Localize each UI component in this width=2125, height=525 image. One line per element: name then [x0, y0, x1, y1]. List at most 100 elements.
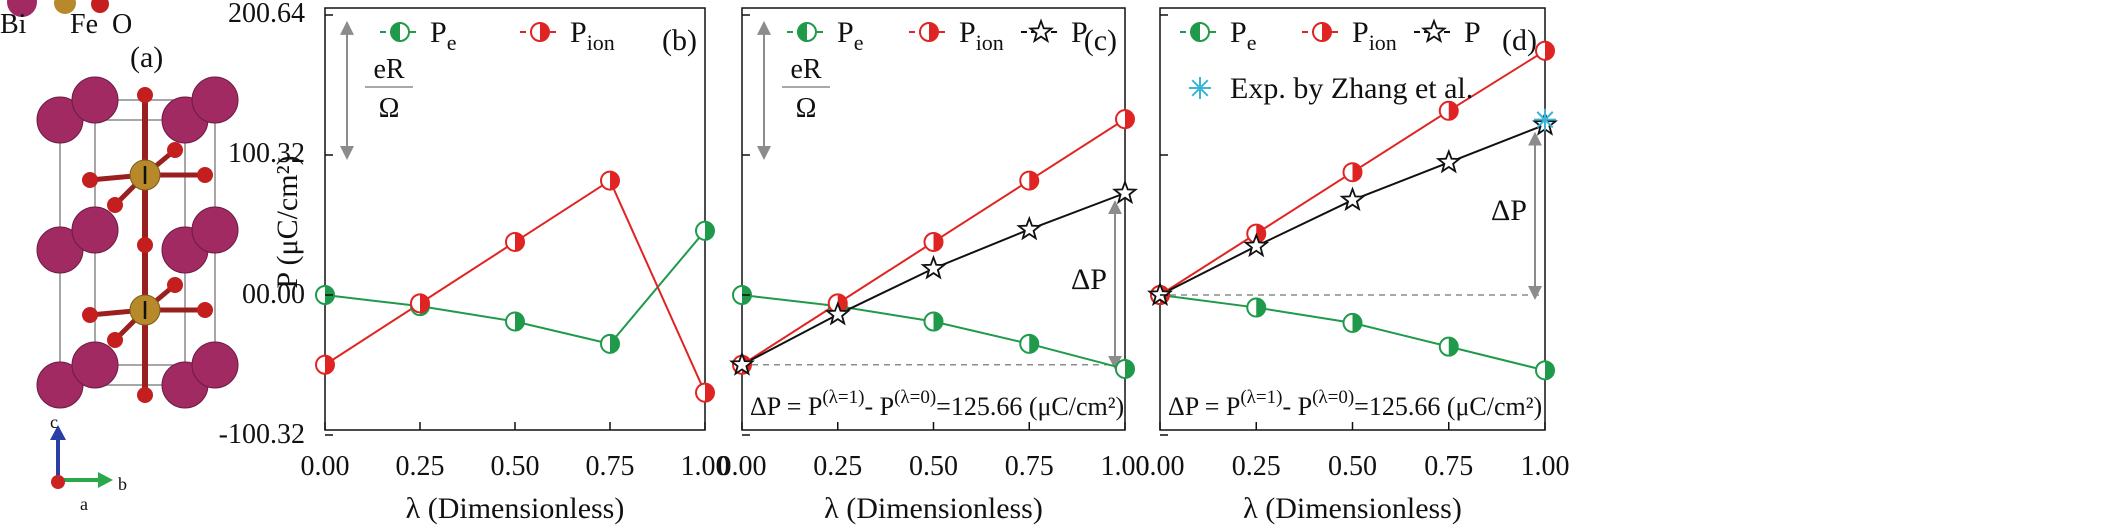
exp-point-marker [1534, 108, 1556, 131]
panel-b-annotations: eR Ω [340, 20, 413, 160]
legend-exp-marker-stroke [1191, 79, 1209, 97]
panel-d-x-axis-title: λ (Dimensionless) [1243, 492, 1462, 525]
legend-bi-ball [7, 0, 37, 17]
eR-denominator: Ω [379, 93, 400, 124]
xtick-label: 0.25 [1232, 451, 1281, 482]
legend-pion-label: Pion [570, 16, 615, 55]
panel-b-x-axis-title: λ (Dimensionless) [406, 492, 625, 525]
deltaP-label: ΔP [1491, 194, 1527, 227]
legend-pe-marker [797, 22, 817, 42]
pion-marker-fill [1256, 224, 1266, 243]
pe-marker-fill [1352, 313, 1362, 332]
legend-p-label: P [1464, 16, 1481, 49]
p-star-marker [1243, 232, 1270, 258]
pe-marker-fill [515, 312, 524, 331]
panel-c-annotations: eR Ω ΔP ΔP = P(λ=1)- P(λ=0)=125.66 (μC/c… [750, 20, 1124, 421]
legend-p-label: P [1071, 16, 1088, 49]
pion-marker [410, 293, 430, 314]
xtick-label: 0.75 [1424, 451, 1473, 482]
legend-pion-label: Pion [959, 16, 1004, 55]
pion-marker-fill [420, 294, 429, 313]
bi-atom [71, 76, 119, 124]
pion-marker [1438, 100, 1459, 121]
o-atom [82, 172, 98, 188]
panel-b-xticks: 0.00 0.25 0.50 0.75 1.00 [301, 14, 730, 482]
legend-pion-marker-fill [929, 23, 938, 41]
pion-marker-fill [933, 232, 943, 251]
eR-numerator: eR [373, 54, 404, 85]
legend-pe-label: Pe [1230, 16, 1256, 55]
pe-marker [1246, 297, 1267, 318]
xtick-label: 0.50 [909, 451, 958, 482]
pe-marker [1535, 360, 1555, 381]
panel-c-legend: Pe Pion P [787, 16, 1088, 55]
deltaP-equation: ΔP = P(λ=1)- P(λ=0)=125.66 (μC/cm²) [1168, 387, 1542, 421]
exp-point-marker-stroke [1536, 111, 1554, 129]
crystal-structure-panel [7, 0, 239, 489]
pion-marker-fill [1545, 41, 1554, 60]
pe-marker [1115, 358, 1135, 379]
pion-marker [923, 231, 944, 252]
deltaP-label: ΔP [1071, 263, 1107, 296]
pion-marker-fill [1029, 171, 1039, 190]
legend-pe-marker-fill [798, 23, 807, 41]
p-star-marker [824, 300, 851, 326]
xtick-label: 0.75 [586, 451, 635, 482]
o-atom [107, 197, 123, 213]
legend-pion-marker [1312, 22, 1332, 42]
ytick-label-200: 200.64 [228, 0, 305, 29]
panel-d-legend: Pe Pion P Exp. by Zhang et al. [1180, 16, 1481, 105]
xtick-label: 0.25 [813, 451, 862, 482]
panel-c-xticks: 0.00 0.25 0.50 0.75 1.00 [718, 14, 1150, 482]
panel-c-x-axis-title: λ (Dimensionless) [824, 492, 1043, 525]
p-star-marker [1016, 215, 1043, 241]
bi-atom [191, 341, 239, 389]
pe-marker-fill [933, 312, 943, 331]
pion-marker [695, 382, 715, 403]
o-atom [197, 167, 213, 183]
xtick-label: 0.00 [718, 451, 767, 482]
legend-bi-label: Bi [0, 9, 27, 40]
legend-pion-marker [530, 22, 550, 42]
pe-marker-fill [705, 221, 714, 240]
legend-pion-marker [919, 22, 939, 42]
axis-c-label: c [50, 412, 58, 432]
ytick-label-neg100: -100.32 [219, 419, 305, 450]
pion-marker-fill [1448, 101, 1458, 120]
panel-b-label: (b) [662, 24, 697, 57]
legend-p-marker [1421, 18, 1447, 43]
pion-marker-fill [1125, 110, 1134, 129]
xtick-label: 0.25 [396, 451, 445, 482]
pe-marker [1019, 333, 1040, 354]
axis-b-label: b [118, 474, 127, 494]
pe-marker [505, 311, 525, 332]
axis-a-arrow [51, 475, 65, 489]
xtick-label: 1.00 [681, 451, 730, 482]
series-line-p [1159, 123, 1546, 296]
xtick-label: 1.00 [1521, 451, 1570, 482]
panel-c-series [729, 109, 1138, 379]
panel-c-chart: (c) eR Ω ΔP ΔP = P(λ=1)- P(λ=0)=125.66 (… [718, 7, 1150, 525]
pion-marker [600, 170, 620, 191]
legend-pe-label: Pe [430, 16, 456, 55]
legend-exp-marker [1189, 77, 1211, 99]
legend-exp-label: Exp. by Zhang et al. [1230, 72, 1473, 105]
panel-b-chart: (b) eR Ω Pe Pion 0.00 0.25 0.50 0.75 1.00 λ … [301, 7, 730, 525]
pe-marker [600, 333, 620, 354]
pion-marker-fill [705, 383, 714, 402]
series-line-p [741, 192, 1126, 366]
pe-marker [1342, 312, 1363, 333]
axis-c-arrowhead [50, 425, 66, 440]
pion-marker [1115, 109, 1135, 130]
o-atom [137, 87, 153, 103]
deltaP-equation: ΔP = P(λ=1)- P(λ=0)=125.66 (μC/cm²) [750, 387, 1124, 421]
panel-d-xticks: 0.00 0.25 0.50 0.75 1.00 [1136, 14, 1570, 482]
pe-marker-fill [1029, 334, 1039, 353]
pion-marker [1019, 170, 1040, 191]
axis-b-arrowhead [98, 472, 113, 488]
panel-d-chart: (d) ΔP ΔP = P(λ=1)- P(λ=0)=125.66 (μC/cm… [1136, 7, 1570, 525]
pion-marker-fill [325, 355, 334, 374]
legend-o-label: O [112, 9, 132, 40]
xtick-label: 0.50 [1328, 451, 1377, 482]
